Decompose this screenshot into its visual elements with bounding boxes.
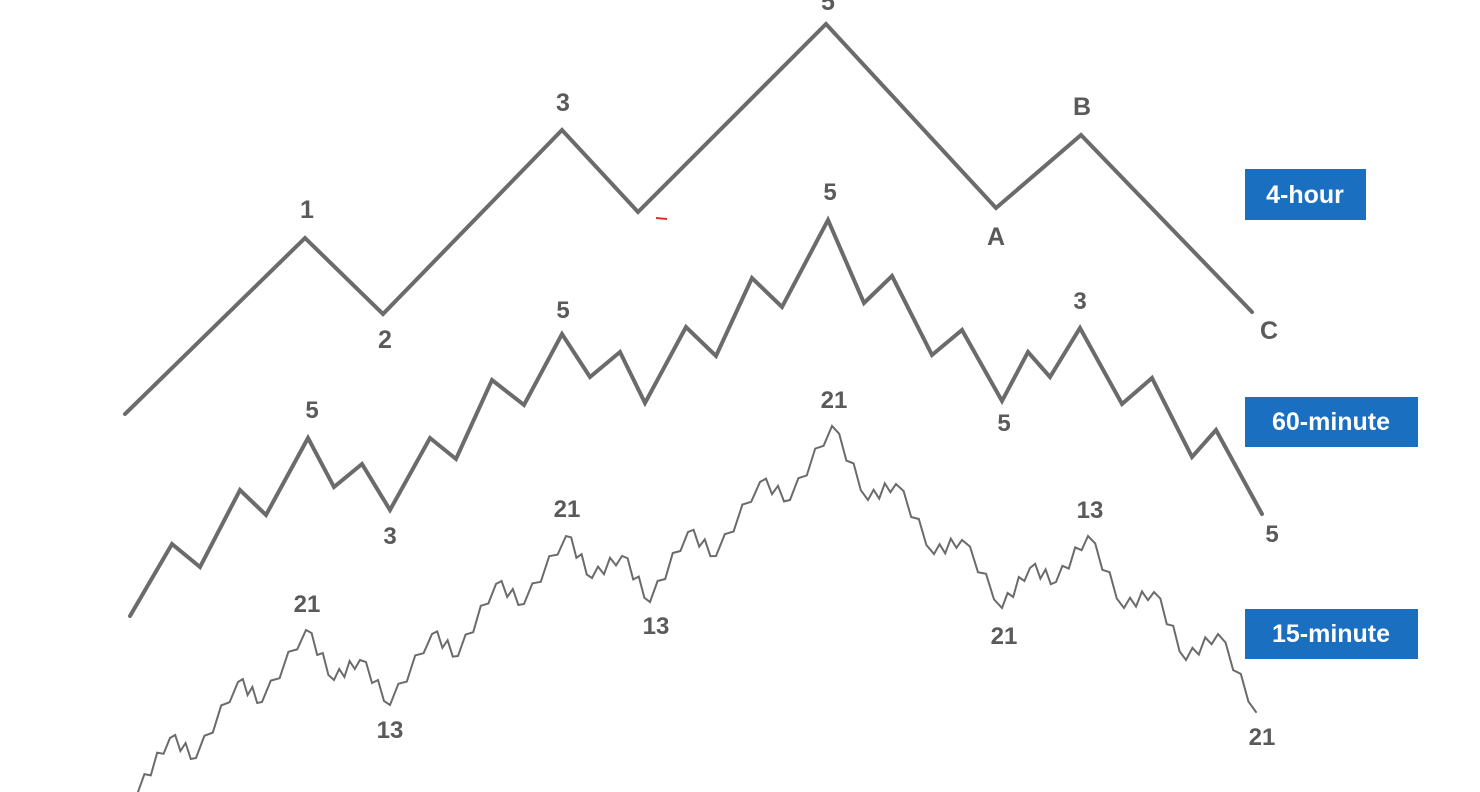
label-fine-13-mid: 13 <box>643 613 670 640</box>
wave-60-minute <box>128 215 1264 618</box>
badge-60-minute: 60-minute <box>1245 397 1418 447</box>
label-fine-21-a: 21 <box>991 623 1018 650</box>
badge-4-hour-label: 4-hour <box>1266 181 1344 209</box>
label-mid-5-end: 5 <box>1265 521 1278 548</box>
red-tick-mark <box>655 217 668 220</box>
label-main-a: A <box>987 223 1005 251</box>
label-mid-3-left: 3 <box>383 523 396 550</box>
label-fine-21-end: 21 <box>1249 724 1276 751</box>
label-fine-13-right: 13 <box>1077 497 1104 524</box>
badge-4-hour: 4-hour <box>1245 169 1366 220</box>
label-mid-3-right: 3 <box>1073 288 1086 315</box>
label-main-2: 2 <box>378 326 392 354</box>
label-main-5: 5 <box>821 0 835 16</box>
label-fine-21-top: 21 <box>821 387 848 414</box>
label-fine-21-left: 21 <box>294 591 321 618</box>
badge-15-minute-label: 15-minute <box>1272 620 1390 648</box>
label-mid-5-top: 5 <box>823 179 836 206</box>
label-main-3: 3 <box>556 89 570 117</box>
label-fine-21-mid: 21 <box>554 496 581 523</box>
label-fine-13-left: 13 <box>377 717 404 744</box>
badge-60-minute-label: 60-minute <box>1272 408 1390 436</box>
badge-15-minute: 15-minute <box>1245 609 1418 659</box>
label-main-c: C <box>1260 317 1278 345</box>
label-main-b: B <box>1073 93 1091 121</box>
wave-15-minute <box>137 424 1257 792</box>
label-main-1: 1 <box>300 196 314 224</box>
label-mid-5-first: 5 <box>305 397 318 424</box>
wave-4-hour <box>123 21 1254 416</box>
label-mid-5-left: 5 <box>556 297 569 324</box>
label-mid-5-a: 5 <box>997 410 1010 437</box>
